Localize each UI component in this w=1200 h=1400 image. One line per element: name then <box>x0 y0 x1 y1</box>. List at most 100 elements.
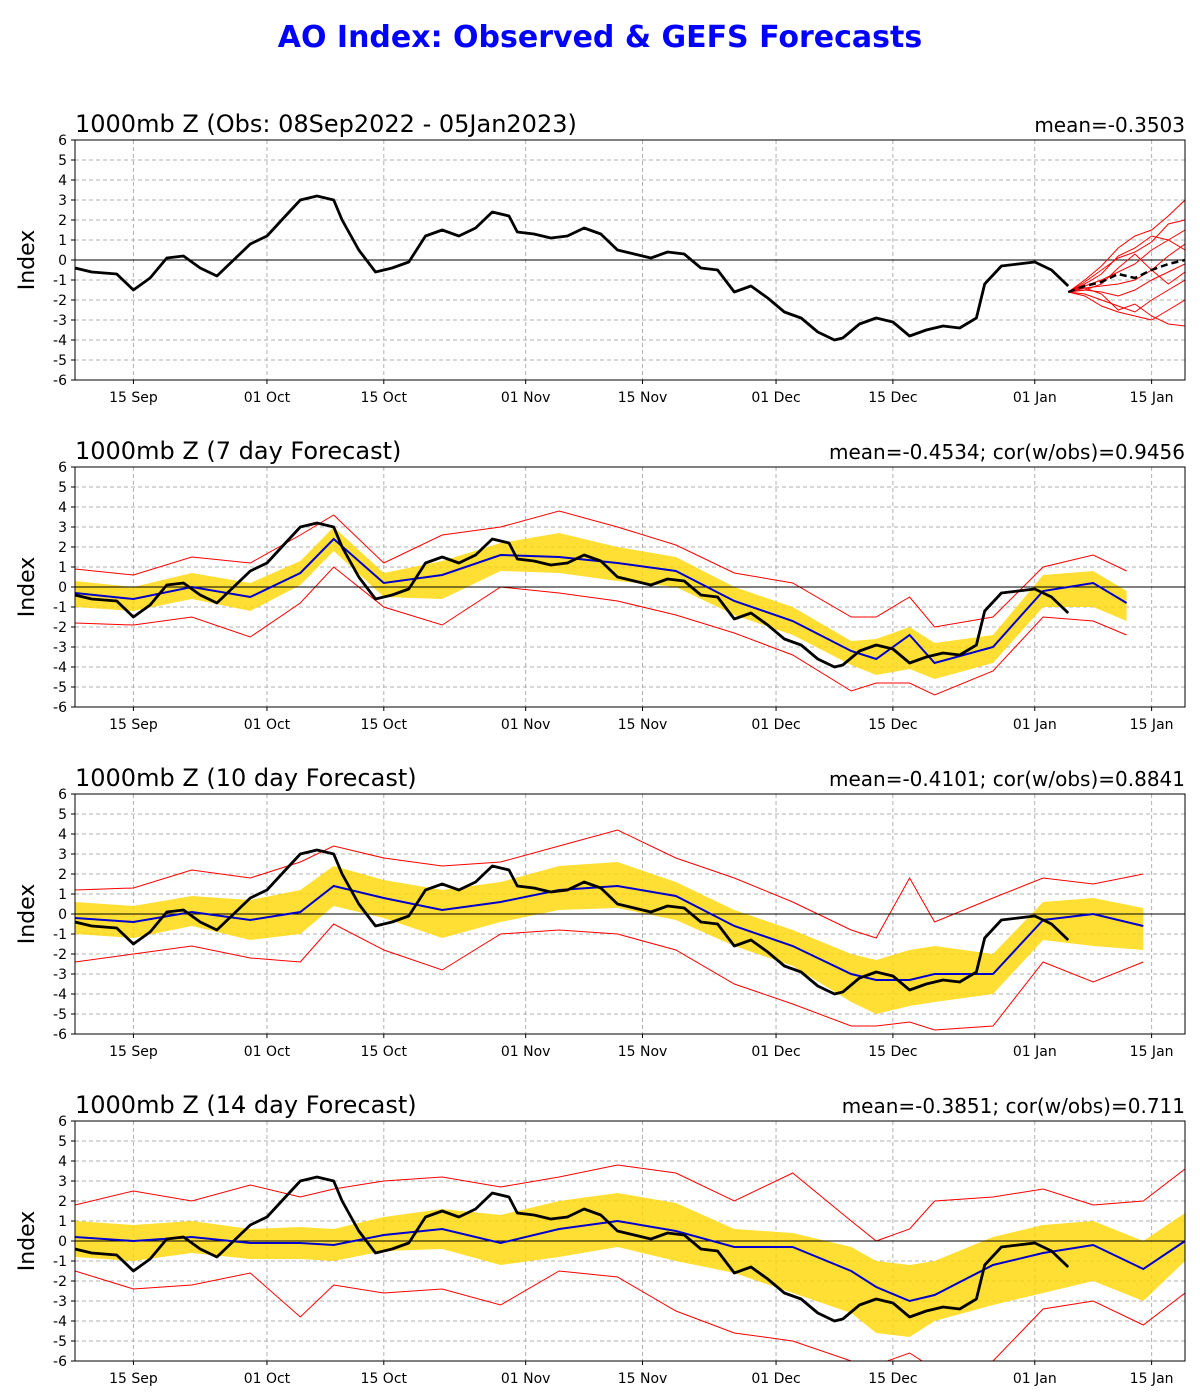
y-tick-label: -2 <box>53 1274 67 1290</box>
panel-stat: mean=-0.4101; cor(w/obs)=0.8841 <box>829 767 1185 791</box>
y-axis-label: Index <box>15 884 40 945</box>
ensemble-member-line <box>1067 219 1185 293</box>
x-tick-label: 01 Jan <box>1013 717 1057 733</box>
x-tick-label: 01 Oct <box>244 1044 291 1060</box>
observed-line <box>75 521 1070 669</box>
y-tick-label: 4 <box>58 827 67 843</box>
y-tick-label: -2 <box>53 620 67 636</box>
x-tick-label: 15 Nov <box>618 1044 668 1060</box>
x-tick-label: 01 Dec <box>751 1371 800 1387</box>
y-tick-label: 6 <box>58 1114 67 1130</box>
y-tick-label: -1 <box>53 600 67 616</box>
y-tick-label: 3 <box>58 847 67 863</box>
x-tick-label: 15 Sep <box>109 1044 158 1060</box>
y-tick-label: -1 <box>53 273 67 289</box>
y-tick-label: -3 <box>53 313 67 329</box>
chart-panel-1: 1000mb Z (Obs: 08Sep2022 - 05Jan2023) mea… <box>15 110 1186 406</box>
x-tick-label: 01 Jan <box>1013 390 1057 406</box>
spread-band <box>75 527 1127 679</box>
y-tick-label: -5 <box>53 680 67 696</box>
x-tick-label: 01 Dec <box>751 717 800 733</box>
y-tick-label: -6 <box>53 700 67 716</box>
y-tick-label: 4 <box>58 173 67 189</box>
chart-panel-2: 1000mb Z (7 day Forecast) mean=-0.4534; c… <box>15 437 1186 733</box>
chart-panel-3: 1000mb Z (10 day Forecast) mean=-0.4101; … <box>15 764 1186 1060</box>
x-tick-label: 01 Dec <box>751 390 800 406</box>
y-tick-label: -2 <box>53 947 67 963</box>
y-tick-label: -1 <box>53 927 67 943</box>
x-tick-label: 15 Oct <box>361 1371 408 1387</box>
ensemble-member-line <box>1067 235 1185 293</box>
y-tick-label: 2 <box>58 213 67 229</box>
y-tick-label: -5 <box>53 1334 67 1350</box>
x-tick-label: 15 Oct <box>361 717 408 733</box>
panel-stat: mean=-0.4534; cor(w/obs)=0.9456 <box>829 440 1185 464</box>
x-tick-label: 15 Nov <box>618 717 668 733</box>
panel-title: 1000mb Z (Obs: 08Sep2022 - 05Jan2023) <box>75 110 577 138</box>
lower-extreme-line <box>75 923 1144 1031</box>
y-tick-label: -2 <box>53 293 67 309</box>
x-tick-label: 01 Dec <box>751 1044 800 1060</box>
chart-panel-4: 1000mb Z (14 day Forecast) mean=-0.3851; … <box>15 1091 1186 1387</box>
ensemble-member-line <box>1068 279 1185 313</box>
y-tick-label: 0 <box>58 907 67 923</box>
y-tick-label: -1 <box>53 1254 67 1270</box>
x-tick-label: 15 Nov <box>618 390 668 406</box>
y-tick-label: 0 <box>58 1234 67 1250</box>
x-tick-label: 15 Oct <box>361 1044 408 1060</box>
ensemble-mean-line <box>75 537 1128 665</box>
y-tick-label: 2 <box>58 540 67 556</box>
x-tick-label: 01 Oct <box>244 390 291 406</box>
y-tick-label: -5 <box>53 1007 67 1023</box>
plot-frame <box>74 139 1186 381</box>
y-tick-label: 0 <box>58 253 67 269</box>
x-tick-label: 01 Jan <box>1013 1044 1057 1060</box>
observed-line <box>75 848 1070 996</box>
upper-extreme-line <box>75 510 1127 628</box>
x-tick-label: 01 Nov <box>501 1044 551 1060</box>
x-tick-label: 15 Jan <box>1130 717 1174 733</box>
ensemble-member-line <box>1068 243 1185 293</box>
y-tick-label: 1 <box>58 233 67 249</box>
ensemble-member-line <box>1068 253 1185 293</box>
observed-line <box>75 194 1070 342</box>
y-tick-label: 6 <box>58 133 67 149</box>
plot-area <box>75 510 1185 696</box>
x-tick-label: 15 Dec <box>868 1371 917 1387</box>
y-axis-label: Index <box>15 1211 40 1272</box>
panel-title: 1000mb Z (7 day Forecast) <box>75 437 401 465</box>
y-tick-label: 3 <box>58 193 67 209</box>
y-tick-label: -4 <box>53 987 67 1003</box>
y-tick-label: 5 <box>58 1134 67 1150</box>
observed-line <box>75 1175 1070 1323</box>
x-tick-label: 15 Sep <box>109 1371 158 1387</box>
y-tick-label: -5 <box>53 353 67 369</box>
y-tick-label: -4 <box>53 1314 67 1330</box>
plot-frame <box>74 1120 1186 1362</box>
y-tick-label: 1 <box>58 1214 67 1230</box>
lower-extreme-line <box>75 566 1127 696</box>
y-tick-label: 4 <box>58 1154 67 1170</box>
x-tick-label: 15 Dec <box>868 1044 917 1060</box>
panel-stat: mean=-0.3503 <box>1034 113 1185 137</box>
plot-area <box>75 829 1185 1031</box>
x-tick-label: 15 Jan <box>1130 390 1174 406</box>
ensemble-member-line <box>1068 229 1185 293</box>
y-axis-label: Index <box>15 230 40 291</box>
panel-title: 1000mb Z (10 day Forecast) <box>75 764 417 792</box>
x-tick-label: 15 Jan <box>1130 1371 1174 1387</box>
y-tick-label: 6 <box>58 787 67 803</box>
x-tick-label: 15 Sep <box>109 390 158 406</box>
x-tick-label: 15 Nov <box>618 1371 668 1387</box>
ensemble-member-line <box>1068 263 1185 297</box>
y-tick-label: 4 <box>58 500 67 516</box>
x-tick-label: 01 Jan <box>1013 1371 1057 1387</box>
lower-extreme-line <box>75 1270 1185 1361</box>
y-tick-label: -6 <box>53 1354 67 1370</box>
plot-area <box>75 1164 1185 1361</box>
x-tick-label: 15 Dec <box>868 390 917 406</box>
y-tick-label: 5 <box>58 807 67 823</box>
y-tick-label: 6 <box>58 460 67 476</box>
y-tick-label: 2 <box>58 867 67 883</box>
